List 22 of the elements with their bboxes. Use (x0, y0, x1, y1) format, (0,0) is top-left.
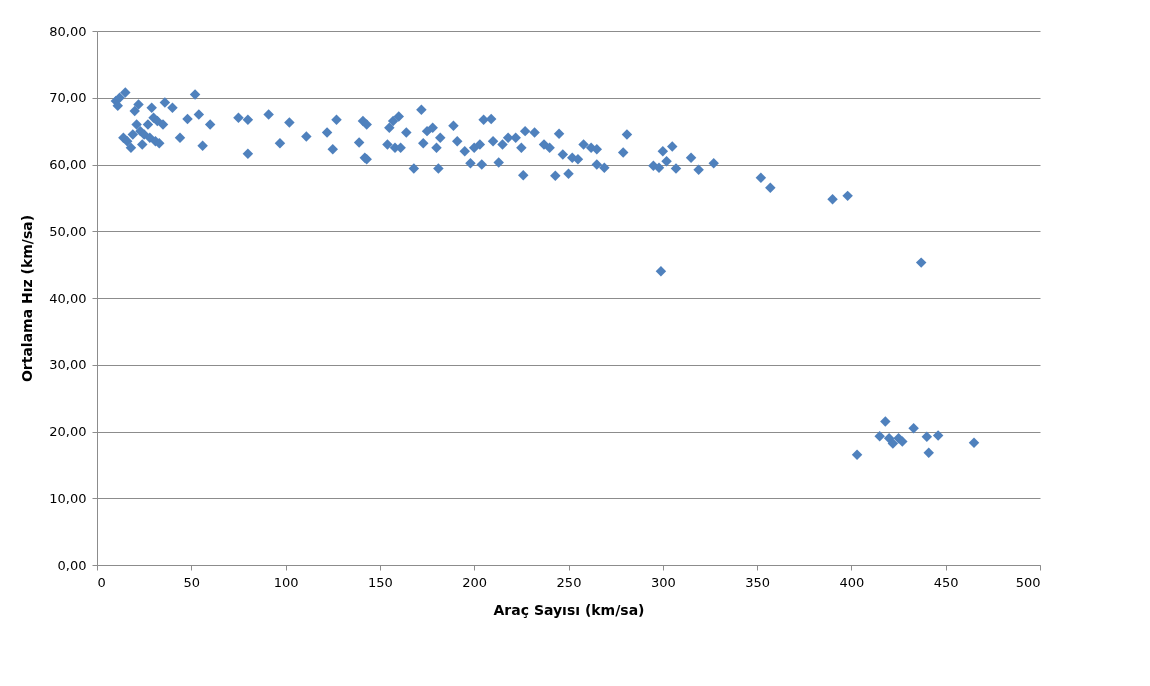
y-tick-label: 70,00 (49, 90, 87, 106)
y-tick-label: 30,00 (49, 357, 87, 373)
x-tick-label: 100 (273, 574, 299, 590)
x-tick-label: 300 (650, 574, 676, 590)
y-tick-label: 50,00 (49, 223, 87, 239)
x-tick-label: 250 (556, 574, 582, 590)
y-tick-label: 80,00 (49, 23, 87, 39)
y-tick-label: 20,00 (49, 424, 87, 439)
y-axis-title: Ortalama Hız (km/sa) (19, 214, 36, 383)
x-tick-label: 200 (462, 574, 488, 590)
y-tick-label: 10,00 (49, 490, 87, 506)
x-axis-title: Araç Sayısı (km/sa) (493, 601, 645, 618)
x-tick-label: 450 (933, 574, 959, 590)
y-tick-label: 0,00 (57, 557, 87, 573)
x-tick-label: 350 (745, 574, 771, 590)
x-tick-label: 0 (97, 574, 106, 590)
y-tick-label: 60,00 (49, 157, 87, 172)
x-tick-label: 50 (183, 574, 201, 590)
x-tick-label: 500 (1015, 574, 1041, 590)
x-tick-label: 400 (839, 574, 865, 590)
x-tick-label: 150 (367, 574, 393, 590)
y-tick-label: 40,00 (49, 290, 87, 306)
